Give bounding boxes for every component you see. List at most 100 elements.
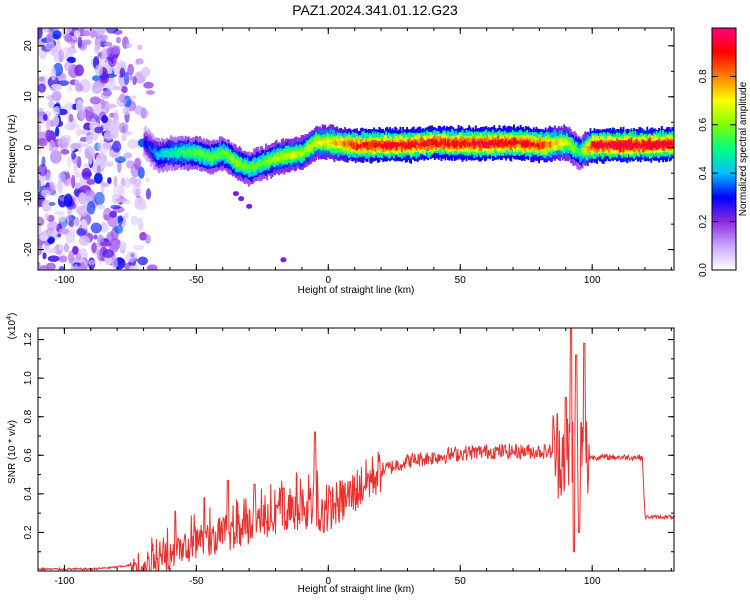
noise-blob	[39, 265, 49, 270]
ridge-band-cell	[381, 143, 383, 149]
ridge-band-cell	[625, 140, 628, 148]
ridge-band-cell	[553, 139, 556, 151]
ridge-band-cell	[362, 141, 365, 147]
ridge-band-cell	[270, 156, 273, 162]
ridge-band-cell	[608, 140, 610, 153]
noise-blob	[89, 96, 101, 105]
ridge-band-cell	[210, 155, 213, 162]
ridge-band-cell	[552, 138, 555, 150]
ridge-band-cell	[400, 142, 403, 146]
noise-blob	[58, 265, 65, 270]
ridge-band-cell	[427, 142, 430, 146]
noise-blob	[107, 177, 112, 185]
ridge-band-cell	[530, 142, 533, 147]
ridge-band-cell	[206, 152, 209, 159]
noise-blob	[101, 182, 110, 187]
ridge-band-cell	[664, 141, 667, 147]
ridge-band-cell	[196, 150, 199, 155]
ridge-band-cell	[158, 153, 160, 157]
noise-blob	[63, 243, 70, 253]
noise-blob	[68, 220, 75, 227]
ridge-band-cell	[662, 140, 665, 148]
ridge-band-cell	[373, 139, 376, 148]
ridge-band-cell	[641, 143, 643, 147]
ridge-band-cell	[278, 157, 281, 161]
ridge-band-cell	[266, 160, 269, 164]
ridge-band-cell	[514, 137, 517, 145]
ridge-band-cell	[357, 144, 360, 149]
noise-blob	[112, 184, 124, 196]
ridge-band-cell	[454, 141, 457, 147]
ridge-band-cell	[623, 143, 626, 147]
ridge-band-cell	[503, 140, 506, 147]
ridge-band-cell	[205, 153, 208, 158]
ridge-band-cell	[406, 144, 409, 149]
ridge-band-cell	[217, 153, 220, 159]
noise-blob	[140, 107, 147, 119]
noise-blob	[38, 107, 45, 118]
noise-blob	[67, 250, 74, 264]
noise-blob	[58, 48, 64, 63]
noise-blob	[60, 141, 69, 149]
noise-blob	[78, 192, 87, 205]
ridge-band-cell	[633, 143, 636, 147]
ridge-band-cell	[305, 146, 308, 151]
ridge-band-cell	[578, 151, 581, 155]
colorbar: 0.0 0.2 0.4 0.6 0.8 Normalized spectral ampl…	[698, 27, 749, 277]
noise-blob	[73, 263, 79, 270]
noise-blob	[97, 34, 109, 42]
ridge-band-cell	[344, 142, 347, 146]
noise-blob	[73, 30, 81, 37]
ridge-band-cell	[408, 143, 411, 149]
noise-blob	[129, 95, 137, 100]
ridge-band-cell	[326, 139, 329, 147]
ridge-band-cell	[234, 159, 237, 164]
ridge-band-cell	[213, 155, 216, 160]
colorbar-tick-label: 0.0	[698, 263, 709, 277]
ridge-band-cell	[627, 143, 630, 149]
ridge-band-cell	[349, 142, 352, 146]
noise-blob	[86, 178, 96, 185]
ridge-band-cell	[151, 144, 154, 156]
ridge-band-cell	[513, 139, 515, 145]
ridge-band-cell	[361, 142, 364, 149]
ridge-band-cell	[672, 140, 674, 146]
ridge-band-cell	[606, 144, 609, 149]
noise-blob	[93, 172, 103, 184]
ridge-band-cell	[407, 140, 410, 149]
ridge-band-cell	[522, 140, 525, 147]
ridge-band-cell	[319, 142, 321, 146]
ridge-band-cell	[481, 140, 484, 146]
ridge-band-cell	[584, 148, 587, 153]
ridge-band-cell	[561, 142, 564, 146]
ridge-band-cell	[152, 148, 155, 154]
ridge-band-cell	[249, 164, 252, 171]
ridge-band-cell	[379, 143, 382, 148]
y-tick-label: 1.2	[23, 332, 34, 346]
ridge-band-cell	[216, 153, 219, 157]
ridge-band-cell	[411, 140, 414, 148]
ridge-band-cell	[654, 143, 657, 149]
noise-blob	[133, 178, 142, 187]
y-tick-label: -10	[23, 191, 34, 206]
colorbar-tick-label: 0.8	[698, 69, 709, 83]
ridge-band-cell	[317, 140, 320, 144]
noise-blob	[85, 134, 94, 145]
noise-blob	[40, 189, 52, 197]
ridge-band-cell	[477, 140, 480, 146]
ridge-band-cell	[156, 153, 159, 161]
ridge-band-cell	[569, 137, 572, 151]
ridge-band-cell	[167, 152, 170, 158]
ridge-band-cell	[501, 139, 504, 145]
ridge-band-cell	[472, 139, 475, 145]
x-tick-label: -50	[189, 576, 204, 587]
ridge-band-cell	[388, 143, 391, 149]
ridge-band-cell	[506, 142, 509, 147]
noise-blob	[138, 166, 145, 179]
ridge-band-cell	[667, 139, 670, 147]
snr-multiplier-label: (x104)	[6, 313, 18, 340]
noise-blob	[47, 221, 59, 231]
ridge-band-cell	[626, 143, 629, 148]
noise-blob	[57, 179, 63, 194]
noise-blob	[118, 122, 129, 134]
